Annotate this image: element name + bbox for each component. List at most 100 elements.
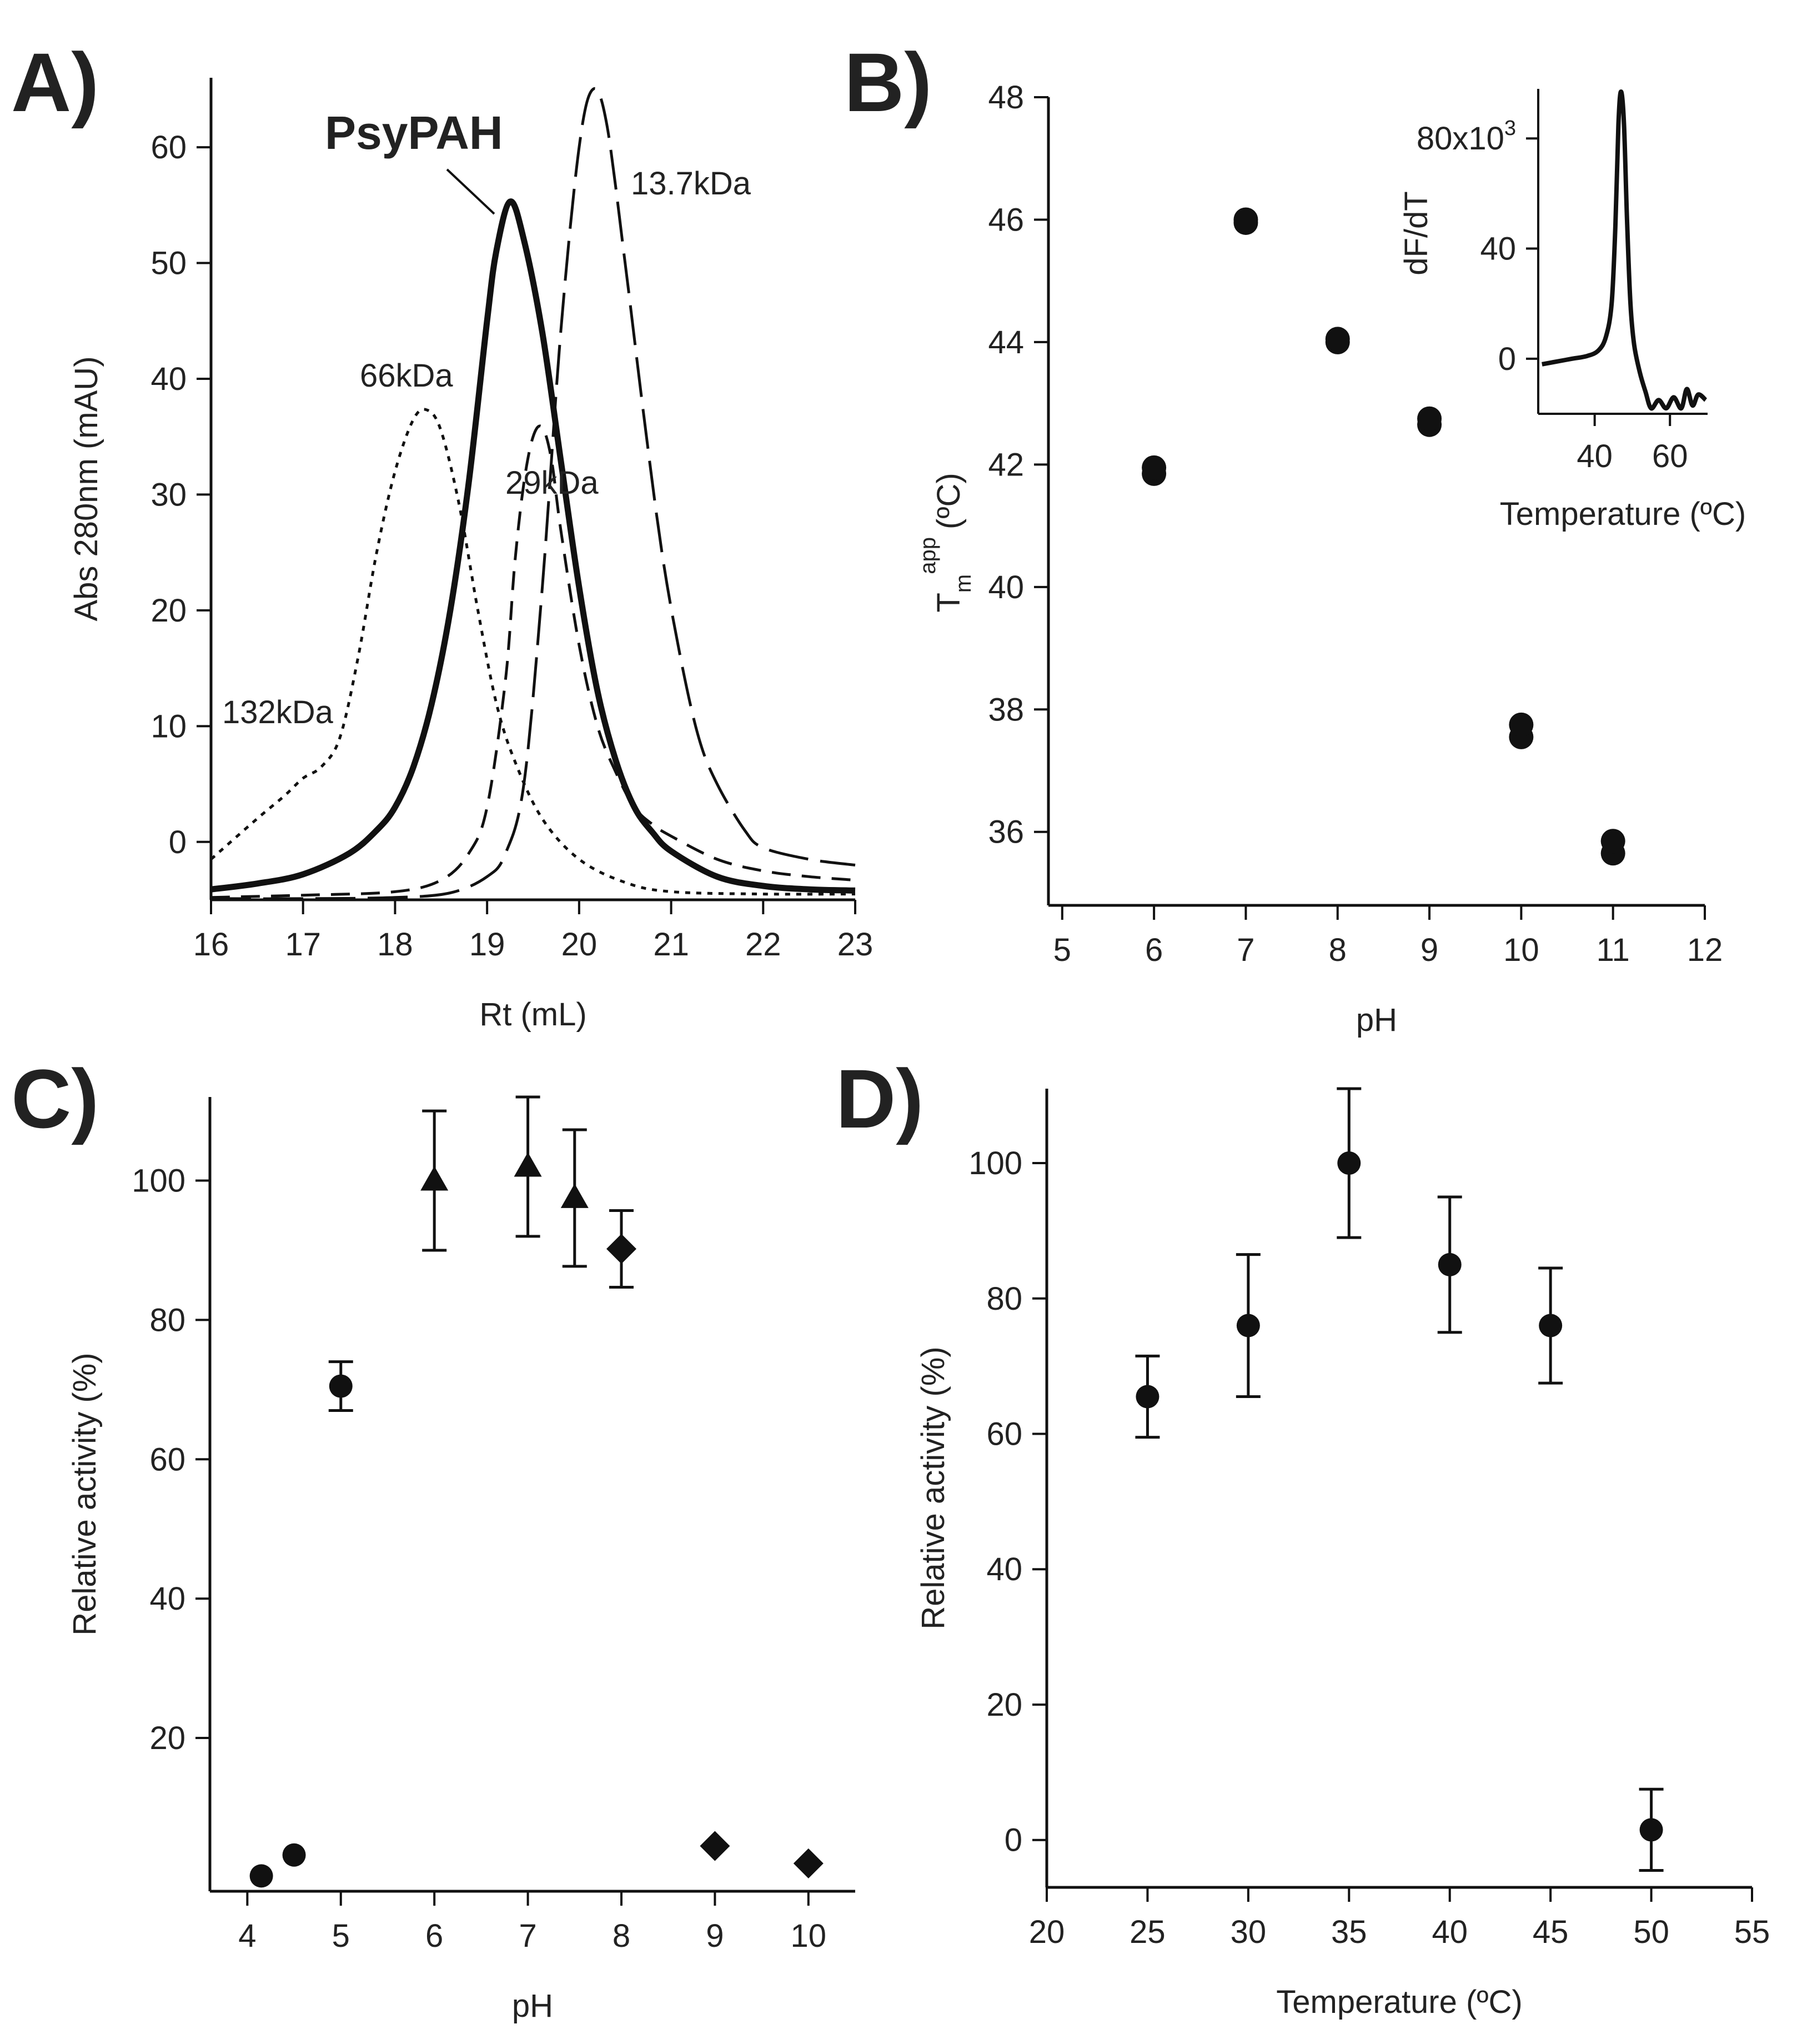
inset-x-axis-title: Temperature (ºC) (1500, 496, 1746, 532)
x-tick-label: 9 (1420, 932, 1438, 968)
y-axis-title: Relative activity (%) (915, 1346, 951, 1629)
data-point (1417, 406, 1442, 431)
x-tick-label: 17 (285, 926, 321, 963)
y-tick-label: 40 (150, 361, 187, 397)
y-tick-label: 50 (150, 246, 187, 282)
panel-c-activity-vs-ph: 4 5 6 7 8 9 10 20 40 60 80 100 pH Relative activity (… (11, 1052, 855, 2024)
panel-letter-a: A) (11, 36, 99, 129)
series-line-13.7kDa (210, 87, 856, 900)
y-tick-label: 30 (150, 477, 187, 513)
x-tick-label: 25 (1130, 1914, 1166, 1950)
y-tick-label: 10 (150, 708, 187, 744)
x-tick-label: 8 (1329, 932, 1347, 968)
panel-letter-d: D) (836, 1052, 923, 1145)
inset-y-tick-label: 80x103 (1417, 117, 1516, 157)
x-tick-label: 8 (613, 1918, 630, 1954)
x-tick-label: 7 (1237, 932, 1254, 968)
data-point-diamond (700, 1831, 730, 1861)
inset-x-tick-label: 60 (1652, 438, 1688, 474)
y-axis-title-superscript: app (916, 537, 940, 574)
x-axis-title: Temperature (ºC) (1276, 1984, 1522, 2020)
y-tick-label: 0 (169, 824, 187, 860)
y-tick-label: 60 (149, 1441, 185, 1477)
y-axis-title: Tmapp (ºC) (916, 473, 976, 612)
panel-d-activity-vs-temperature: 20 25 30 35 40 45 50 55 0 20 40 60 80 100 Temperature … (836, 1052, 1770, 2020)
panel-letter-c: C) (11, 1052, 99, 1145)
data-point-circle (282, 1843, 306, 1867)
x-tick-label: 40 (1432, 1914, 1468, 1950)
annotation-13-7kda: 13.7kDa (631, 166, 751, 202)
panel-a-chromatogram: 16 17 18 19 20 21 22 23 0 10 20 30 40 50 60 PsyPAH 66kDa… (11, 36, 873, 1033)
y-tick-label: 80 (149, 1302, 185, 1338)
y-tick-label: 80 (986, 1281, 1022, 1317)
data-point-circle (329, 1374, 353, 1398)
data-point (1233, 207, 1258, 232)
x-axis-title: Rt (mL) (479, 996, 586, 1033)
y-axis-title: Relative activity (%) (67, 1352, 103, 1635)
data-point (1509, 712, 1534, 737)
y-tick-label: 38 (988, 692, 1024, 728)
y-tick-label: 40 (988, 569, 1024, 605)
inset-x-tick-label: 40 (1577, 438, 1613, 474)
x-axis-title: pH (1356, 1002, 1397, 1038)
data-point-triangle (560, 1183, 589, 1208)
y-tick-label: 40 (986, 1551, 1022, 1587)
y-axis-title: Abs 280nm (mAU) (68, 356, 104, 621)
x-tick-label: 10 (1503, 932, 1539, 968)
x-tick-label: 12 (1687, 932, 1723, 968)
y-axis-title-main: T (931, 593, 967, 612)
inset-series-line (1542, 89, 1708, 411)
data-point-diamond (793, 1848, 824, 1878)
inset-y-tick-label-text: 80x10 (1417, 121, 1504, 157)
x-tick-label: 6 (425, 1918, 443, 1954)
x-axis-title: pH (512, 1988, 553, 2024)
panel-b-tm-vs-ph: 5 6 7 8 9 10 11 12 36 38 40 42 44 46 48 pH Tmapp (ºC) B) (844, 36, 1723, 1038)
annotation-psypah-leader (446, 168, 495, 215)
data-point-circle (1236, 1314, 1260, 1337)
x-tick-label: 4 (238, 1918, 256, 1954)
annotation-132kda: 132kDa (222, 694, 334, 730)
y-axis-title-unit: (ºC) (931, 473, 967, 529)
data-point-circle (249, 1864, 273, 1888)
data-point-circle (1136, 1385, 1159, 1409)
x-tick-label: 20 (1029, 1914, 1065, 1950)
x-tick-label: 23 (837, 926, 874, 963)
x-tick-label: 5 (332, 1918, 350, 1954)
x-tick-label: 50 (1633, 1914, 1669, 1950)
inset-y-tick-label-exponent: 3 (1504, 117, 1516, 140)
x-tick-label: 10 (791, 1918, 827, 1954)
x-tick-label: 45 (1533, 1914, 1569, 1950)
y-tick-label: 0 (1005, 1822, 1022, 1858)
inset-y-tick-label-text: 0 (1498, 341, 1516, 377)
x-tick-label: 16 (193, 926, 229, 963)
data-point-circle (1639, 1818, 1663, 1842)
y-tick-label: 36 (988, 814, 1024, 850)
panel-b-inset-derivative: 40 60 0 40 80x103 Temperature (ºC) dF/dT (1398, 89, 1746, 532)
series-line-29kDa (210, 424, 856, 899)
y-axis-title-subscript: m (951, 574, 976, 593)
x-tick-label: 11 (1597, 932, 1630, 968)
x-tick-label: 35 (1331, 1914, 1367, 1950)
x-tick-label: 22 (745, 926, 781, 963)
y-tick-label: 20 (986, 1687, 1022, 1723)
y-tick-label: 100 (132, 1163, 185, 1199)
inset-y-tick-label: 40 (1480, 231, 1516, 267)
y-tick-label: 20 (150, 593, 187, 629)
data-point-circle (1337, 1151, 1361, 1175)
x-tick-label: 19 (469, 926, 505, 963)
y-tick-label: 42 (988, 447, 1024, 483)
data-point (1325, 327, 1350, 352)
y-tick-label: 46 (988, 202, 1024, 238)
data-point (1600, 829, 1625, 854)
x-tick-label: 55 (1734, 1914, 1770, 1950)
series-line-PsyPAH (210, 198, 856, 894)
annotation-29kda: 29kDa (505, 465, 599, 501)
data-point-diamond (606, 1234, 636, 1264)
panel-letter-b: B) (844, 36, 932, 129)
y-tick-label: 48 (988, 79, 1024, 116)
y-tick-label: 60 (986, 1416, 1022, 1452)
y-tick-label: 40 (149, 1581, 185, 1617)
annotation-psypah: PsyPAH (325, 107, 503, 159)
data-point-circle (1539, 1314, 1563, 1337)
